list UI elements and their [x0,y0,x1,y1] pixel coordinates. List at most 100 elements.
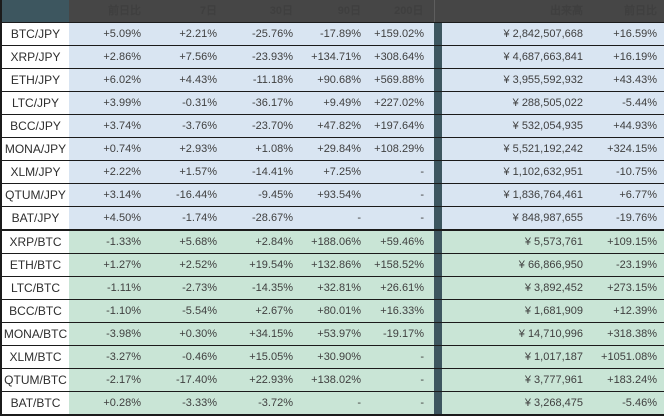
volume-value: ¥ 5,573,761 [442,229,591,254]
column-divider [433,0,442,23]
pair-label: ETH/BTC [1,253,69,277]
percent-value: -9.45% [227,183,303,207]
percent-value: +16.59% [591,22,664,46]
volume-value: ¥ 3,892,452 [442,276,591,300]
percent-value: +90.68% [303,68,371,92]
table-row-xlm-btc[interactable]: XLM/BTC -3.27% -0.46% +15.05% +30.90% - ¥ 1,01… [1,345,664,369]
percent-value: -36.17% [227,91,303,115]
percent-value: -1.33% [69,229,151,254]
column-header-volume: 出来高 [442,0,591,23]
percent-value: +318.38% [591,322,664,346]
volume-value: ¥ 3,777,961 [442,368,591,392]
column-divider [434,206,442,231]
pair-label: XRP/JPY [1,45,69,69]
pair-label: QTUM/JPY [1,183,69,207]
column-divider [434,68,442,92]
percent-value: +138.02% [303,368,371,392]
percent-value: +3.74% [69,114,151,138]
percent-value: +30.90% [303,345,371,369]
percent-value: +2.21% [151,22,227,46]
column-divider [434,183,442,207]
column-header-7d: 7日 [151,0,227,23]
percent-value: +1.08% [227,137,303,161]
volume-value: ¥ 532,054,935 [442,114,591,138]
percent-value: -3.76% [151,114,227,138]
percent-value: +16.19% [591,45,664,69]
volume-value: ¥ 288,505,022 [442,91,591,115]
percent-value: +15.05% [227,345,303,369]
table-row-bat-jpy[interactable]: BAT/JPY +4.50% -1.74% -28.67% - - ¥ 848,987,65… [1,206,664,231]
table-row-qtum-btc[interactable]: QTUM/BTC -2.17% -17.40% +22.93% +138.02% - ¥ 3… [1,368,664,392]
percent-value: +2.84% [227,229,303,254]
percent-value: +0.74% [69,137,151,161]
column-header-200d: 200日 [371,0,434,23]
table-row-ltc-btc[interactable]: LTC/BTC -1.11% -2.73% -14.35% +32.81% +26.61%… [1,276,664,300]
pair-label: XLM/JPY [1,160,69,184]
table-row-ltc-jpy[interactable]: LTC/JPY +3.99% -0.31% -36.17% +9.49% +227.02%… [1,91,664,115]
column-divider [434,45,442,69]
percent-value: +43.43% [591,68,664,92]
table-row-xrp-jpy[interactable]: XRP/JPY +2.86% +7.56% -23.93% +134.71% +308.6… [1,45,664,69]
table-row-mona-btc[interactable]: MONA/BTC -3.98% +0.30% +34.15% +53.97% -19.17… [1,322,664,346]
volume-value: ¥ 1,681,909 [442,299,591,323]
percent-value: +188.06% [303,229,371,254]
percent-value: +0.28% [69,391,151,416]
percent-value: -28.67% [227,206,303,231]
percent-value: -5.46% [591,391,664,416]
pair-label: LTC/JPY [1,91,69,115]
pair-label: ETH/JPY [1,68,69,92]
percent-value: +44.93% [591,114,664,138]
percent-value: +134.71% [303,45,371,69]
percent-value: +26.61% [371,276,434,300]
column-divider [434,368,442,392]
percent-value: - [371,183,434,207]
percent-value: +6.77% [591,183,664,207]
percent-value: -23.70% [227,114,303,138]
pair-label: QTUM/BTC [1,368,69,392]
volume-value: ¥ 2,842,507,668 [442,22,591,46]
percent-value: -23.93% [227,45,303,69]
percent-value: +159.02% [371,22,434,46]
percent-value: +59.46% [371,229,434,254]
column-divider [434,391,442,416]
table-row-mona-jpy[interactable]: MONA/JPY +0.74% +2.93% +1.08% +29.84% +108.29… [1,137,664,161]
percent-value: +4.43% [151,68,227,92]
percent-value: -25.76% [227,22,303,46]
percent-value: +7.25% [303,160,371,184]
table-row-bcc-btc[interactable]: BCC/BTC -1.10% -5.54% +2.67% +80.01% +16.33% ¥… [1,299,664,323]
percent-value: -5.44% [591,91,664,115]
percent-value: +132.86% [303,253,371,277]
volume-value: ¥ 1,836,764,461 [442,183,591,207]
percent-value: -11.18% [227,68,303,92]
percent-value: -3.33% [151,391,227,416]
percent-value: - [371,206,434,231]
percent-value: - [303,206,371,231]
column-divider [434,22,442,46]
volume-value: ¥ 1,102,632,951 [442,160,591,184]
table-row-xlm-jpy[interactable]: XLM/JPY +2.22% +1.57% -14.41% +7.25% - ¥ 1,102… [1,160,664,184]
percent-value: -3.72% [227,391,303,416]
table-row-xrp-btc[interactable]: XRP/BTC -1.33% +5.68% +2.84% +188.06% +59.46%… [1,229,664,254]
percent-value: +53.97% [303,322,371,346]
percent-value: +2.67% [227,299,303,323]
percent-value: +5.09% [69,22,151,46]
percent-value: +7.56% [151,45,227,69]
percent-value: -19.17% [371,322,434,346]
percent-value: +273.15% [591,276,664,300]
volume-value: ¥ 3,268,475 [442,391,591,416]
percent-value: +3.14% [69,183,151,207]
table-row-eth-btc[interactable]: ETH/BTC +1.27% +2.52% +19.54% +132.86% +158.5… [1,253,664,277]
pair-label: MONA/BTC [1,322,69,346]
table-row-bat-btc[interactable]: BAT/BTC +0.28% -3.33% -3.72% - - ¥ 3,268,475 -5… [1,391,664,416]
percent-value: +109.15% [591,229,664,254]
table-row-bcc-jpy[interactable]: BCC/JPY +3.74% -3.76% -23.70% +47.82% +197.64… [1,114,664,138]
volume-value: ¥ 3,955,592,932 [442,68,591,92]
percent-value: +227.02% [371,91,434,115]
percent-value: +19.54% [227,253,303,277]
column-divider [434,137,442,161]
table-row-eth-jpy[interactable]: ETH/JPY +6.02% +4.43% -11.18% +90.68% +569.88… [1,68,664,92]
table-row-btc-jpy[interactable]: BTC/JPY +5.09% +2.21% -25.76% -17.89% +159.02… [1,22,664,46]
percent-value: -0.31% [151,91,227,115]
percent-value: -2.73% [151,276,227,300]
table-row-qtum-jpy[interactable]: QTUM/JPY +3.14% -16.44% -9.45% +93.54% - ¥ 1,8… [1,183,664,207]
